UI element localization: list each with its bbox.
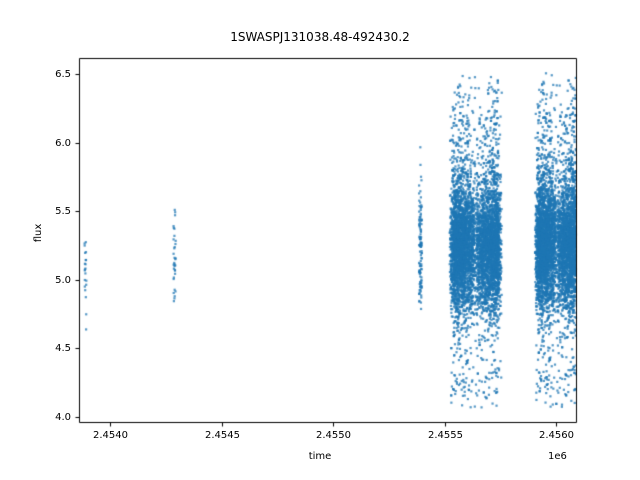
y-tick-label: 5.5 [55, 205, 71, 217]
y-tick-label: 5.0 [55, 274, 71, 286]
x-axis-label: time [308, 451, 332, 462]
chart-title: 1SWASPJ131038.48-492430.2 [230, 30, 410, 44]
x-tick-label: 2.4540 [93, 430, 128, 441]
x-tick-label: 2.4545 [205, 430, 240, 441]
y-axis-label: flux [33, 223, 44, 243]
y-tick-label: 4.5 [55, 342, 71, 354]
y-tick-label: 6.0 [55, 137, 71, 149]
x-tick-label: 2.4555 [428, 430, 463, 441]
x-axis-offset-text: 1e6 [548, 451, 567, 462]
x-tick-label: 2.4560 [539, 430, 574, 441]
y-tick-label: 6.5 [55, 68, 71, 80]
y-tick-label: 4.0 [55, 411, 71, 423]
x-tick-label: 2.4550 [316, 430, 351, 441]
